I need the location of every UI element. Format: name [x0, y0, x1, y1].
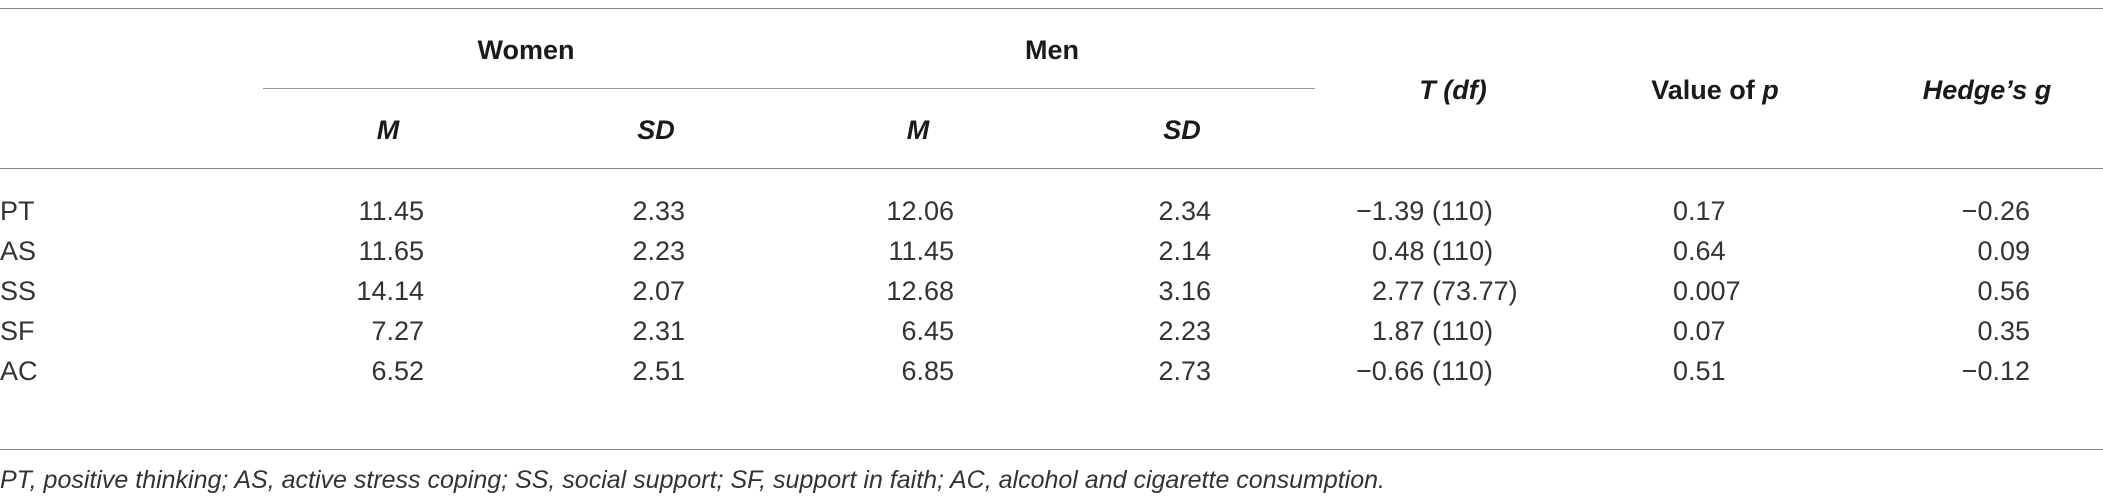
cell-t-df: −1.39 (110) [1356, 196, 1493, 226]
cell-women-m: 11.65 [358, 236, 424, 266]
cell-women-sd: 2.51 [632, 356, 685, 386]
group-header-rule [263, 88, 1315, 89]
header-p-value-symbol: p [1762, 75, 1779, 105]
cell-t-df: −0.66 (110) [1356, 356, 1493, 386]
row-label: AC [0, 356, 38, 386]
cell-p-value: 0.51 [1673, 356, 1726, 386]
cell-hedges-g: 0.56 [1977, 276, 2030, 306]
header-p-value: Value of p [1651, 74, 1779, 106]
cell-men-sd: 3.16 [1158, 276, 1211, 306]
subheader-men-m: M [906, 115, 930, 145]
cell-p-value: 0.17 [1673, 196, 1726, 226]
cell-women-m: 6.52 [371, 356, 424, 386]
cell-p-value: 0.07 [1673, 316, 1726, 346]
cell-hedges-g: −0.26 [1961, 196, 2030, 226]
table-bottom-rule [0, 449, 2103, 450]
cell-men-m: 12.06 [886, 196, 954, 226]
header-t-df: T (df) [1419, 75, 1487, 105]
cell-women-sd: 2.33 [632, 196, 685, 226]
cell-women-m: 11.45 [358, 196, 424, 226]
cell-men-sd: 2.73 [1158, 356, 1211, 386]
cell-women-m: 7.27 [371, 316, 424, 346]
cell-hedges-g: 0.35 [1977, 316, 2030, 346]
header-women: Women [477, 35, 575, 65]
cell-hedges-g: 0.09 [1977, 236, 2030, 266]
row-label: SF [0, 316, 35, 346]
cell-men-sd: 2.34 [1158, 196, 1211, 226]
row-label: PT [0, 196, 35, 226]
cell-men-sd: 2.23 [1158, 316, 1211, 346]
cell-t-df: 0.48 (110) [1372, 236, 1494, 266]
cell-men-m: 11.45 [888, 236, 954, 266]
header-p-value-text: Value of [1651, 75, 1763, 105]
cell-hedges-g: −0.12 [1961, 356, 2030, 386]
cell-men-sd: 2.14 [1158, 236, 1211, 266]
header-hedges-g: Hedge’s g [1922, 75, 2052, 105]
cell-p-value: 0.64 [1673, 236, 1726, 266]
subheader-men-sd: SD [1163, 115, 1201, 145]
cell-women-m: 14.14 [356, 276, 424, 306]
cell-men-m: 6.85 [901, 356, 954, 386]
header-bottom-rule [0, 168, 2103, 169]
cell-p-value: 0.007 [1673, 276, 1741, 306]
cell-men-m: 12.68 [886, 276, 954, 306]
subheader-women-m: M [376, 115, 400, 145]
header-men: Men [1025, 35, 1079, 65]
table-top-rule [0, 8, 2103, 9]
cell-women-sd: 2.31 [632, 316, 685, 346]
table-footnote: PT, positive thinking; AS, active stress… [0, 466, 1385, 494]
cell-t-df: 2.77 (73.77) [1372, 276, 1518, 306]
subheader-women-sd: SD [637, 115, 675, 145]
cell-women-sd: 2.23 [632, 236, 685, 266]
cell-men-m: 6.45 [901, 316, 954, 346]
cell-t-df: 1.87 (110) [1372, 316, 1494, 346]
cell-women-sd: 2.07 [632, 276, 685, 306]
row-label: AS [0, 236, 37, 266]
row-label: SS [0, 276, 37, 306]
